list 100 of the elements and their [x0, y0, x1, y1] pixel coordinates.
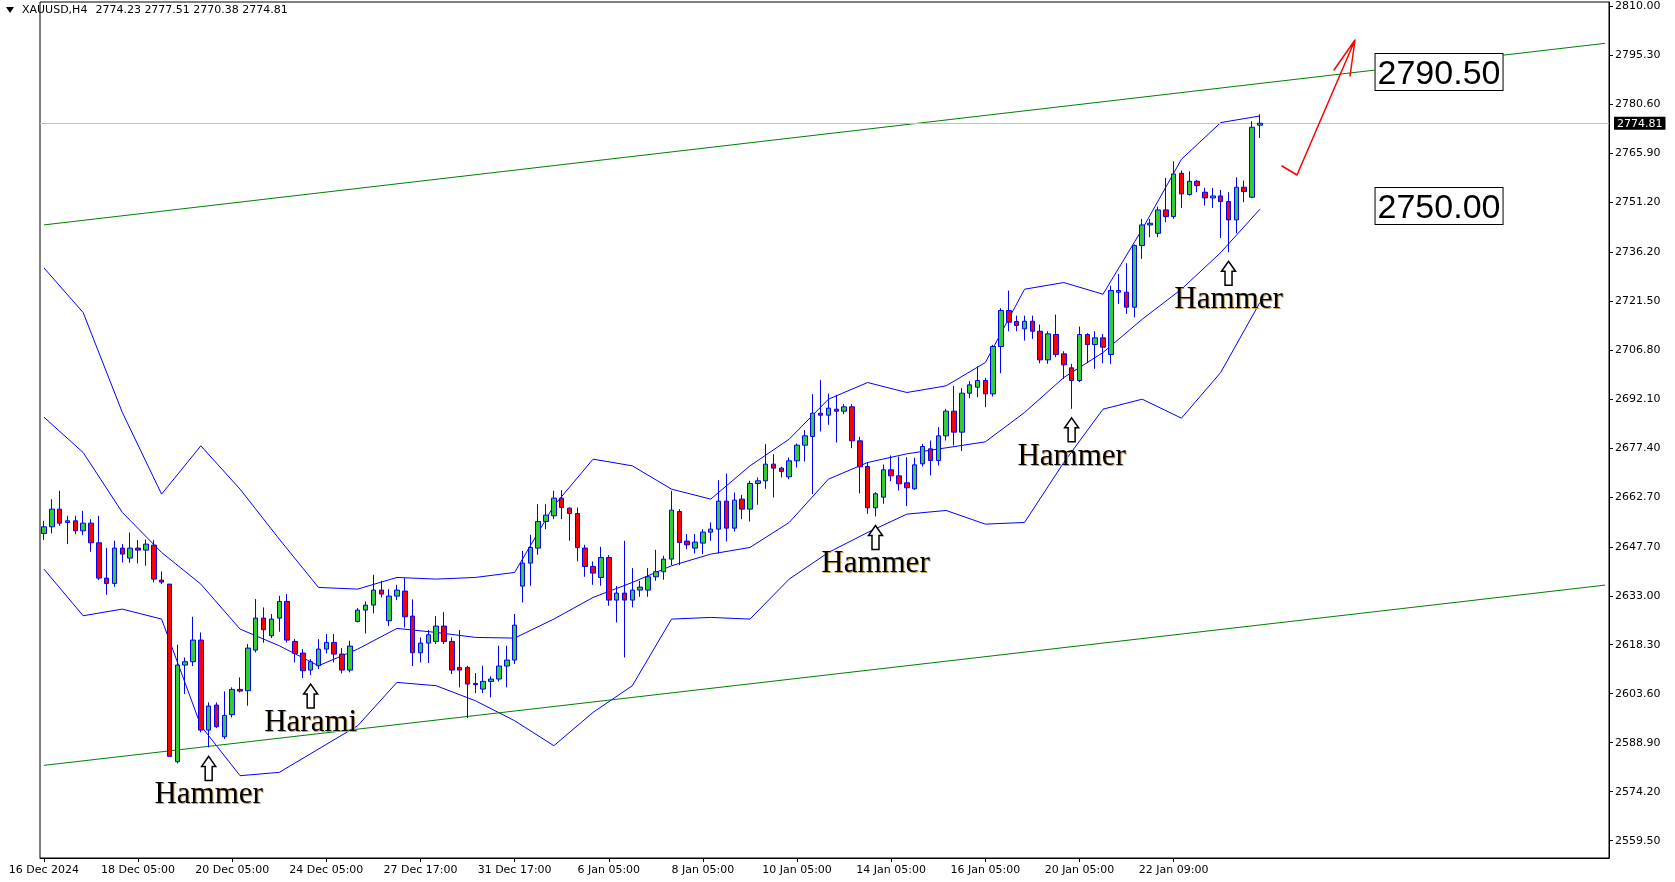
x-tick-label: 24 Dec 05:00: [289, 863, 364, 876]
candlestick: [959, 387, 965, 452]
candlestick: [222, 690, 227, 740]
candlestick: [1014, 315, 1019, 332]
candlestick: [182, 656, 188, 695]
y-tick-label: 2574.20: [1615, 785, 1661, 799]
annotation: Hammer: [821, 544, 930, 581]
x-tick-label: 16 Jan 05:00: [950, 863, 1021, 876]
candlestick: [983, 377, 988, 408]
candlestick: [700, 528, 706, 555]
x-tick-label: 31 Dec 17:00: [477, 863, 552, 876]
candlestick: [692, 533, 698, 554]
candlestick: [167, 583, 172, 757]
annotation: Hammer: [1174, 280, 1283, 317]
candlestick: [1187, 170, 1192, 197]
candlestick: [1155, 206, 1161, 238]
y-tick-label: 2588.90: [1615, 736, 1661, 750]
candlestick: [732, 491, 737, 532]
candlestick: [810, 393, 815, 495]
candlestick: [1139, 218, 1145, 260]
candlestick: [794, 442, 800, 468]
candlestick: [473, 672, 478, 694]
candlestick: [1218, 189, 1223, 239]
candlestick: [355, 607, 360, 623]
candlestick: [363, 600, 368, 634]
candlestick: [253, 598, 258, 653]
x-tick-label: 16 Dec 2024: [8, 863, 80, 876]
x-tick-label: 18 Dec 05:00: [101, 863, 176, 876]
candlestick: [951, 385, 957, 446]
candlestick: [653, 549, 659, 582]
candlestick: [426, 629, 431, 664]
candlestick: [1163, 177, 1169, 223]
candlestick: [582, 544, 588, 578]
candlestick: [669, 490, 674, 566]
candlestick: [261, 606, 266, 644]
y-tick-label: 2780.60: [1615, 97, 1661, 111]
y-tick-label: 2765.90: [1615, 146, 1661, 160]
candlestick: [324, 633, 329, 654]
candlestick: [967, 380, 972, 399]
annotation: 2750.00: [1374, 187, 1504, 225]
candlestick: [755, 476, 761, 506]
candlestick: [73, 515, 78, 535]
candlestick: [1069, 363, 1074, 410]
candlestick: [229, 686, 235, 718]
candlestick: [1108, 285, 1114, 365]
candlestick: [135, 539, 141, 564]
candlestick: [433, 615, 439, 645]
candlestick: [480, 665, 486, 694]
y-tick-label: 2706.80: [1615, 343, 1661, 357]
candlestick: [1194, 179, 1200, 193]
candlestick: [237, 676, 243, 693]
candlestick: [841, 403, 847, 415]
candlestick: [535, 503, 541, 556]
candlestick: [1132, 244, 1137, 318]
x-tick-label: 20 Dec 05:00: [195, 863, 270, 876]
candlestick: [528, 534, 533, 587]
candlestick: [567, 506, 572, 542]
candlestick: [496, 645, 502, 682]
candlestick: [143, 538, 149, 567]
x-tick-label: 20 Jan 05:00: [1044, 863, 1115, 876]
candlestick: [936, 426, 941, 466]
candlestick: [112, 540, 117, 588]
candlestick: [637, 580, 643, 598]
candlestick: [292, 638, 298, 663]
candlestick: [912, 457, 917, 491]
candlestick: [1179, 170, 1184, 209]
candlestick: [575, 506, 580, 562]
candlestick: [606, 554, 612, 607]
candlestick: [818, 379, 823, 432]
candlestick: [998, 307, 1004, 374]
candlestick: [386, 588, 392, 627]
candlestick: [708, 521, 713, 542]
candlestick: [1022, 315, 1027, 342]
y-tick-label: 2795.30: [1615, 48, 1661, 62]
candlestick: [1085, 332, 1090, 364]
candlestick: [1077, 326, 1082, 383]
candlestick: [277, 595, 282, 633]
candlestick: [943, 408, 949, 441]
y-tick-label: 2647.70: [1615, 540, 1661, 554]
candlestick: [1241, 180, 1247, 203]
candlestick: [888, 454, 894, 482]
y-tick-label: 2603.60: [1615, 687, 1661, 701]
candlestick: [245, 643, 251, 707]
candlestick: [88, 518, 94, 553]
candlestick: [104, 547, 109, 596]
candlestick: [622, 540, 627, 658]
candlestick: [559, 489, 564, 520]
candlestick: [1124, 262, 1129, 315]
candlestick: [598, 546, 604, 587]
chart-subtitle: 2774.23 2777.51 2770.38 2774.81: [95, 3, 288, 16]
candlestick: [1092, 330, 1098, 370]
candlestick: [1100, 333, 1106, 364]
candlestick: [1045, 330, 1051, 365]
y-tick-label: 2618.30: [1615, 638, 1661, 652]
candlestick: [645, 567, 651, 598]
candlestick: [1210, 187, 1216, 209]
candlestick: [849, 403, 855, 449]
candlestick: [41, 520, 47, 541]
candlestick: [716, 479, 721, 554]
y-tick-label: 2677.40: [1615, 441, 1661, 455]
